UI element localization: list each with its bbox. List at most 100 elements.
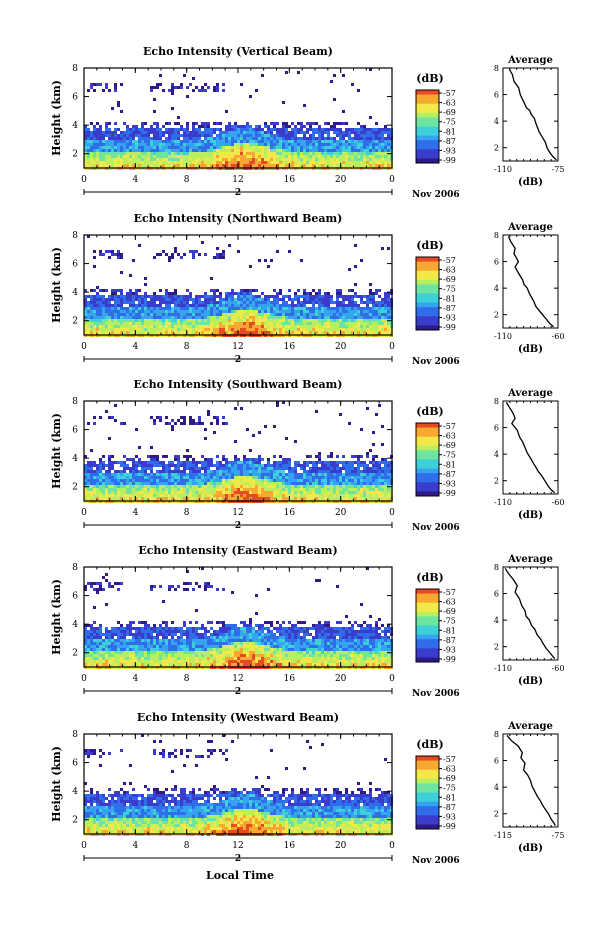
heatmap-cell: [351, 289, 354, 292]
heatmap-cell: [282, 298, 285, 301]
heatmap-cell: [291, 485, 294, 488]
heatmap-cell: [303, 497, 306, 500]
heatmap-cell: [141, 497, 144, 500]
heatmap-cell: [165, 128, 168, 131]
heatmap-cell: [90, 494, 93, 497]
heatmap-cell: [255, 149, 258, 152]
heatmap-cell: [84, 149, 87, 152]
heatmap-cell: [354, 322, 357, 325]
heatmap-cell: [315, 461, 318, 464]
heatmap-cell: [276, 295, 279, 298]
heatmap-cell: [219, 304, 222, 307]
heatmap-cell: [318, 470, 321, 473]
heatmap-cell: [177, 253, 180, 256]
heatmap-cell: [117, 134, 120, 137]
heatmap-cell: [165, 161, 168, 164]
heatmap-cell: [264, 328, 267, 331]
heatmap-cell: [312, 301, 315, 304]
heatmap-cell: [210, 277, 213, 280]
heatmap-cell: [153, 301, 156, 304]
heatmap-cell: [117, 313, 120, 316]
heatmap-cell: [249, 292, 252, 295]
heatmap-cell: [201, 140, 204, 143]
heatmap-cell: [309, 488, 312, 491]
heatmap-cell: [306, 152, 309, 155]
heatmap-cell: [162, 479, 165, 482]
heatmap-cell: [327, 310, 330, 313]
heatmap-cell: [303, 164, 306, 167]
heatmap-cell: [315, 146, 318, 149]
heatmap-cell: [354, 131, 357, 134]
heatmap-cell: [360, 125, 363, 128]
heatmap-cell: [171, 149, 174, 152]
heatmap-cell: [255, 310, 258, 313]
heatmap-cell: [120, 331, 123, 334]
heatmap-cell: [381, 137, 384, 140]
heatmap-cell: [255, 328, 258, 331]
heatmap-cell: [162, 467, 165, 470]
heatmap-cell: [270, 316, 273, 319]
heatmap-cell: [87, 497, 90, 500]
heatmap-cell: [336, 485, 339, 488]
heatmap-cell: [384, 485, 387, 488]
heatmap-cell: [144, 164, 147, 167]
heatmap-cell: [297, 158, 300, 161]
heatmap-cell: [153, 292, 156, 295]
heatmap-cell: [105, 331, 108, 334]
heatmap-cell: [90, 140, 93, 143]
heatmap-cell: [207, 470, 210, 473]
heatmap-cell: [330, 146, 333, 149]
heatmap-cell: [144, 277, 147, 280]
heatmap-cell: [96, 131, 99, 134]
heatmap-cell: [264, 307, 267, 310]
heatmap-cell: [372, 301, 375, 304]
heatmap-cell: [357, 316, 360, 319]
heatmap-cell: [222, 137, 225, 140]
heatmap-cell: [261, 155, 264, 158]
heatmap-cell: [135, 473, 138, 476]
heatmap-cell: [381, 497, 384, 500]
heatmap-cell: [357, 476, 360, 479]
heatmap-cell: [168, 331, 171, 334]
heatmap-cell: [174, 310, 177, 313]
heatmap-cell: [384, 304, 387, 307]
heatmap-cell: [252, 161, 255, 164]
heatmap-cell: [219, 128, 222, 131]
heatmap-cell: [291, 158, 294, 161]
heatmap-cell: [114, 470, 117, 473]
heatmap-cell: [249, 494, 252, 497]
heatmap-cell: [156, 146, 159, 149]
heatmap-cell: [192, 319, 195, 322]
heatmap-cell: [237, 328, 240, 331]
heatmap-cell: [135, 319, 138, 322]
heatmap-cell: [93, 322, 96, 325]
heatmap-cell: [369, 289, 372, 292]
heatmap-cell: [294, 491, 297, 494]
heatmap-cell: [210, 307, 213, 310]
heatmap-cell: [90, 488, 93, 491]
heatmap-cell: [384, 292, 387, 295]
heatmap-cell: [336, 328, 339, 331]
heatmap-cell: [378, 161, 381, 164]
heatmap-cell: [297, 497, 300, 500]
heatmap-cell: [267, 313, 270, 316]
heatmap-cell: [171, 497, 174, 500]
heatmap-cell: [282, 313, 285, 316]
heatmap-cell: [351, 464, 354, 467]
heatmap-cell: [240, 467, 243, 470]
heatmap-cell: [258, 331, 261, 334]
heatmap-cell: [138, 313, 141, 316]
heatmap-cell: [387, 155, 390, 158]
heatmap-cell: [312, 485, 315, 488]
heatmap-cell: [198, 485, 201, 488]
heatmap-cell: [255, 319, 258, 322]
heatmap-cell: [135, 482, 138, 485]
heatmap-cell: [354, 295, 357, 298]
heatmap-cell: [111, 325, 114, 328]
heatmap-cell: [342, 131, 345, 134]
heatmap-cell: [105, 149, 108, 152]
heatmap-cell: [162, 89, 165, 92]
heatmap-cell: [282, 131, 285, 134]
heatmap-cell: [342, 298, 345, 301]
heatmap-cell: [300, 140, 303, 143]
